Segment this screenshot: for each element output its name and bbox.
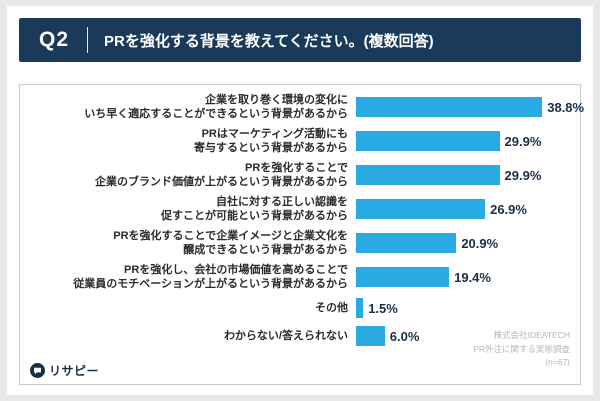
risapi-logo: リサピー bbox=[30, 362, 99, 379]
bar-track: 20.9% bbox=[356, 233, 572, 253]
value-label: 1.5% bbox=[368, 300, 398, 316]
bar-row: PRを強化することで企業イメージと企業文化を 醸成できるという背景があるから 20.… bbox=[26, 226, 572, 260]
category-label: 自社に対する正しい認識を 促すことが可能という背景があるから bbox=[161, 195, 348, 222]
header-divider bbox=[87, 27, 89, 53]
bar bbox=[356, 326, 385, 346]
bar-track: 26.9% bbox=[356, 199, 572, 219]
category-label: PRを強化することで 企業のブランド価値が上がるという背景があるから bbox=[95, 161, 348, 188]
bar bbox=[356, 199, 486, 219]
bar bbox=[356, 97, 543, 117]
bar-row: その他 1.5% bbox=[26, 294, 572, 322]
value-label: 26.9% bbox=[490, 201, 527, 217]
category-label: わからない/答えられない bbox=[223, 329, 348, 342]
bar bbox=[356, 267, 450, 287]
value-label: 29.9% bbox=[504, 167, 542, 183]
value-label: 19.4% bbox=[454, 269, 491, 285]
credit-line-n: (n=67) bbox=[545, 357, 570, 368]
credit-line-survey: PR外注に関する実態調査 bbox=[473, 343, 570, 354]
question-number: Q2 bbox=[39, 28, 70, 51]
category-label: PRを強化し、会社の市場価値を高めることで 従業員のモチベーションが上がるという背… bbox=[73, 263, 348, 290]
bar-row: PRを強化し、会社の市場価値を高めることで 従業員のモチベーションが上がるという背… bbox=[26, 260, 572, 294]
bar-track: 38.8% bbox=[356, 97, 584, 117]
logo-text: リサピー bbox=[49, 364, 100, 378]
bar bbox=[356, 131, 500, 151]
bar-track: 1.5% bbox=[356, 298, 572, 318]
bar-row: PRはマーケティング活動にも 寄与するという背景があるから 29.9% bbox=[26, 124, 572, 158]
bar-row: わからない/答えられない 6.0% bbox=[26, 322, 572, 350]
bar-row: PRを強化することで 企業のブランド価値が上がるという背景があるから 29.9% bbox=[26, 158, 572, 192]
source-credit: 株式会社IDEATECH PR外注に関する実態調査 (n=67) bbox=[473, 329, 570, 370]
chart-area: 企業を取り巻く環境の変化に いち早く適応することができるという背景があるから 38.… bbox=[19, 84, 584, 385]
bar bbox=[356, 233, 457, 253]
question-title: PRを強化する背景を教えてください。(複数回答) bbox=[104, 32, 434, 50]
bar-row: 自社に対する正しい認識を 促すことが可能という背景があるから 26.9% bbox=[26, 192, 572, 226]
value-label: 38.8% bbox=[547, 99, 585, 115]
bar bbox=[356, 165, 500, 185]
bar-track: 29.9% bbox=[356, 165, 572, 185]
category-label: PRはマーケティング活動にも 寄与するという背景があるから bbox=[194, 127, 348, 154]
value-label: 29.9% bbox=[504, 133, 542, 149]
credit-line-company: 株式会社IDEATECH bbox=[493, 330, 570, 341]
bar-rows: 企業を取り巻く環境の変化に いち早く適応することができるという背景があるから 38.… bbox=[26, 90, 584, 350]
value-label: 6.0% bbox=[389, 328, 420, 344]
category-label: PRを強化することで企業イメージと企業文化を 醸成できるという背景があるから bbox=[113, 229, 348, 256]
bar bbox=[356, 298, 364, 318]
category-label: 企業を取り巻く環境の変化に いち早く適応することができるという背景があるから bbox=[84, 93, 348, 120]
bar-track: 6.0% bbox=[356, 326, 572, 346]
bar-track: 29.9% bbox=[356, 131, 572, 151]
bar-row: 企業を取り巻く環境の変化に いち早く適応することができるという背景があるから 38.… bbox=[26, 90, 584, 124]
bar-track: 19.4% bbox=[356, 267, 572, 287]
category-label: その他 bbox=[315, 301, 348, 314]
question-header: Q2 PRを強化する背景を教えてください。(複数回答) bbox=[19, 18, 581, 62]
value-label: 20.9% bbox=[461, 235, 499, 251]
speech-bubble-icon bbox=[30, 363, 45, 378]
survey-card: Q2 PRを強化する背景を教えてください。(複数回答) 企業を取り巻く環境の変化… bbox=[7, 6, 593, 395]
